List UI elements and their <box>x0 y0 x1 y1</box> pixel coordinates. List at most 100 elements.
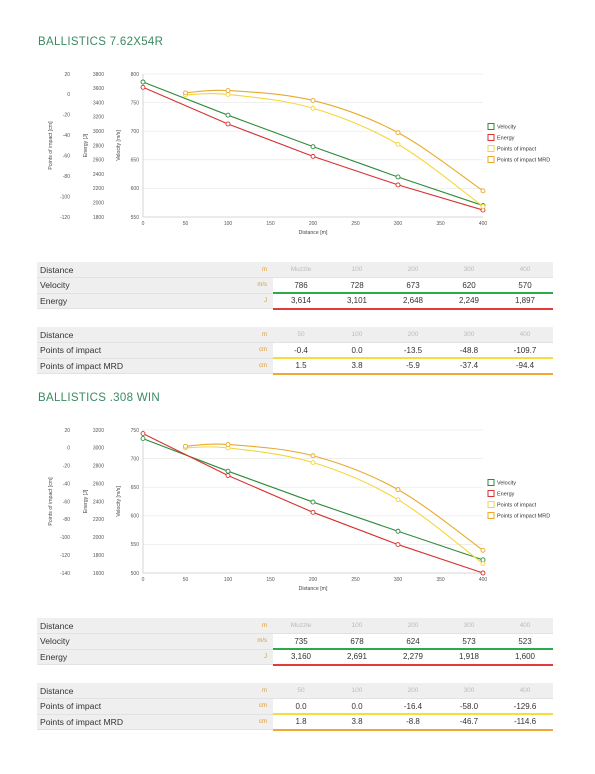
y-tick-label: 0 <box>67 92 70 98</box>
table-cell: Muzzle <box>273 262 329 278</box>
table-cell: 100 <box>329 683 385 699</box>
row-unit: m/s <box>233 633 273 650</box>
row-label: Points of impact MRD <box>37 358 233 374</box>
points-of-impact-table: Distance m 50 100 200 300 400 Points of impact c… <box>37 327 553 375</box>
data-point <box>310 144 316 150</box>
data-point <box>480 188 486 194</box>
row-label: Distance <box>37 262 233 278</box>
x-tick-label: 50 <box>183 577 189 583</box>
x-tick-label: 400 <box>479 577 488 583</box>
table-cell: 200 <box>385 683 441 699</box>
data-point <box>140 436 146 442</box>
y-tick-label: 600 <box>131 186 140 192</box>
data-point <box>310 98 316 103</box>
data-point <box>140 431 146 437</box>
row-label: Energy <box>37 649 233 665</box>
table-cell: 400 <box>497 327 553 343</box>
x-tick-label: 350 <box>436 221 445 227</box>
data-point <box>395 174 401 180</box>
table-cell: 620 <box>441 277 497 294</box>
table-cell: 3.8 <box>329 714 385 731</box>
table-cell: -16.4 <box>385 698 441 715</box>
table-cell: 100 <box>329 327 385 343</box>
table-cell: 100 <box>329 618 385 634</box>
y-tick-label: -20 <box>63 113 70 119</box>
table-cell: -5.9 <box>385 358 441 375</box>
y-tick-label: 0 <box>67 446 70 452</box>
y-tick-label: 2600 <box>93 481 104 487</box>
data-point <box>480 570 486 576</box>
data-point <box>395 141 401 147</box>
table-row: Energy J 3,614 3,101 2,648 2,249 1,897 <box>37 293 553 310</box>
table-cell: 3,101 <box>329 293 385 310</box>
legend-label: Energy <box>497 492 515 498</box>
x-tick-label: 150 <box>266 221 275 227</box>
data-point <box>225 442 231 447</box>
table-cell: 100 <box>329 262 385 278</box>
legend-label: Points of impact MRD <box>497 514 550 520</box>
table-cell: -109.7 <box>497 342 553 359</box>
table-cell: -37.4 <box>441 358 497 375</box>
y-tick-label: -40 <box>63 133 70 139</box>
y-tick-label: 20 <box>64 72 70 78</box>
table-cell: -129.6 <box>497 698 553 715</box>
table-cell: 673 <box>385 277 441 294</box>
data-point <box>480 557 486 563</box>
series-line-points-of-impact-mrd <box>185 443 484 551</box>
table-row: Points of impact cm -0.4 0.0 -13.5 -48.8 -109.… <box>37 342 553 359</box>
legend-label: Points of impact <box>497 503 537 509</box>
table-cell: 678 <box>329 633 385 650</box>
y-tick-label: -100 <box>60 194 70 200</box>
table-cell: -46.7 <box>441 714 497 731</box>
legend-swatch <box>487 156 495 163</box>
legend-label: Velocity <box>497 125 516 131</box>
table-cell: 624 <box>385 633 441 650</box>
legend-label: Points of impact MRD <box>497 158 550 164</box>
y-tick-label: -20 <box>63 464 70 470</box>
x-tick-label: 300 <box>394 221 403 227</box>
y-tick-label: 650 <box>131 158 140 164</box>
data-point <box>395 487 401 493</box>
data-point <box>310 105 316 111</box>
table-cell: 786 <box>273 277 329 294</box>
table-cell: 2,691 <box>329 649 385 666</box>
points-of-impact-table: Distance m 50 100 200 300 400 Points of impact c… <box>37 683 553 731</box>
table-cell: 3.8 <box>329 358 385 375</box>
x-tick-label: 0 <box>142 221 145 227</box>
y-tick-label: -100 <box>60 535 70 541</box>
y-tick-label: -80 <box>63 517 70 523</box>
row-unit: m <box>233 327 273 343</box>
y-axis-label: Points of impact [cm] <box>48 477 54 526</box>
legend-label: Points of impact <box>497 147 537 153</box>
table-cell: 3,614 <box>273 293 329 310</box>
row-unit: J <box>233 649 273 665</box>
table-cell: 50 <box>273 683 329 699</box>
series-line-points-of-impact-mrd <box>185 89 484 192</box>
data-point <box>225 112 231 118</box>
table-cell: Muzzle <box>273 618 329 634</box>
row-label: Distance <box>37 618 233 634</box>
x-axis-label: Distance [m] <box>299 586 328 592</box>
x-tick-label: 200 <box>309 577 318 583</box>
data-point <box>395 542 401 548</box>
y-axis-label: Velocity [m/s] <box>116 486 122 517</box>
data-point <box>310 453 316 459</box>
y-tick-label: 2400 <box>93 499 104 505</box>
row-label: Points of impact <box>37 698 233 715</box>
legend-swatch <box>487 512 495 519</box>
table-cell: 728 <box>329 277 385 294</box>
y-tick-label: 2200 <box>93 517 104 523</box>
y-axis-label: Energy [J] <box>83 489 89 513</box>
legend-swatch <box>487 145 495 152</box>
row-unit: J <box>233 293 273 309</box>
data-point <box>140 84 146 90</box>
x-tick-label: 100 <box>224 221 233 227</box>
y-tick-label: 3000 <box>93 446 104 452</box>
section-title: BALLISTICS .308 WIN <box>38 392 161 404</box>
table-cell: 1,918 <box>441 649 497 666</box>
legend-label: Energy <box>497 136 515 142</box>
table-cell: -48.8 <box>441 342 497 359</box>
legend-swatch <box>487 490 495 497</box>
legend-swatch <box>487 479 495 486</box>
